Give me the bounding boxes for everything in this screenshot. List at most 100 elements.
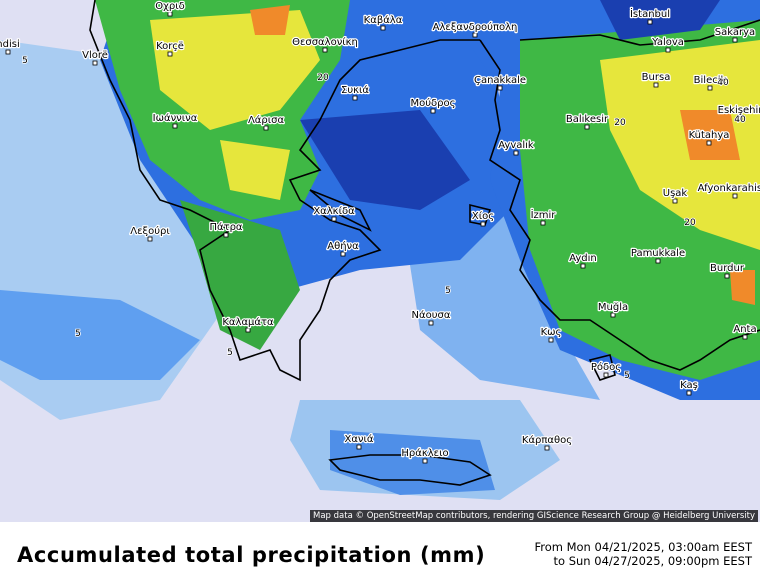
city-label: Καβάλα xyxy=(364,14,403,26)
city-label: Pamukkale xyxy=(631,248,685,259)
city-label: İzmir xyxy=(531,208,557,221)
city-marker xyxy=(428,320,434,326)
city-marker xyxy=(540,220,546,226)
contour-label: 20 xyxy=(614,118,626,128)
city-marker xyxy=(513,150,519,156)
city-label: Κάρπαθος xyxy=(522,434,572,446)
city-marker xyxy=(742,334,748,340)
city-marker xyxy=(724,273,730,279)
city-marker xyxy=(480,221,486,227)
contour-label: 20 xyxy=(684,218,696,228)
city-marker xyxy=(223,232,229,238)
attribution: Map data © OpenStreetMap contributors, r… xyxy=(310,510,758,522)
city-marker xyxy=(603,372,609,378)
contour-label: 5 xyxy=(75,329,81,339)
contour-label: 20 xyxy=(317,73,329,83)
city-label: Ιωάννινα xyxy=(153,112,198,124)
city-label: Αθήνα xyxy=(327,240,359,252)
city-marker xyxy=(707,85,713,91)
city-marker xyxy=(380,25,386,31)
city-marker xyxy=(331,216,337,222)
city-label: Uşak xyxy=(663,188,688,199)
city-label: Μούδρος xyxy=(411,97,456,109)
city-label: Ηράκλειο xyxy=(401,447,448,459)
city-marker xyxy=(665,47,671,53)
city-marker xyxy=(732,37,738,43)
city-marker xyxy=(580,263,586,269)
city-marker xyxy=(544,445,550,451)
title: Accumulated total precipitation (mm) xyxy=(17,543,486,567)
city-marker xyxy=(647,19,653,25)
city-label: Muğla xyxy=(598,301,628,313)
city-label: Ayvalık xyxy=(498,140,534,151)
city-marker xyxy=(167,51,173,57)
city-marker xyxy=(737,115,743,121)
city-marker xyxy=(430,108,436,114)
city-marker xyxy=(686,390,692,396)
city-label: Νάουσα xyxy=(412,309,451,321)
city-label: Χίος xyxy=(472,210,494,222)
city-marker xyxy=(706,140,712,146)
city-marker xyxy=(322,47,328,53)
precip-map: Οχριδ Καβάλα Αλεξανδρούπολη İstanbul ndisi Vl… xyxy=(0,0,760,522)
city-label: Λάρισα xyxy=(248,114,285,126)
city-label: Ρόδος xyxy=(591,361,621,373)
city-label: Eskişehir xyxy=(718,105,760,116)
city-label: Afyonkarahisar xyxy=(698,183,760,194)
city-marker xyxy=(610,312,616,318)
city-label: Κως xyxy=(541,327,562,338)
city-label: Kaş xyxy=(680,380,698,391)
city-label: Bursa xyxy=(642,72,671,83)
city-label: Balıkesir xyxy=(566,114,609,125)
contour-label: 5 xyxy=(22,56,28,66)
city-marker xyxy=(655,258,661,264)
city-marker xyxy=(732,193,738,199)
city-label: Καλαμάτα xyxy=(222,316,274,328)
city-label: Sakarya xyxy=(715,27,755,38)
city-marker xyxy=(584,124,590,130)
city-marker xyxy=(172,123,178,129)
city-label: Χαλκίδα xyxy=(313,205,355,217)
city-label: İstanbul xyxy=(630,7,670,20)
city-label: Vlorë xyxy=(82,50,108,61)
city-label: Bilecik xyxy=(694,75,727,86)
city-label: Συκιά xyxy=(341,84,369,96)
city-marker xyxy=(672,198,678,204)
city-label: Θεσσαλονίκη xyxy=(292,36,358,48)
city-marker xyxy=(92,60,98,66)
city-label: Χανιά xyxy=(344,433,373,445)
city-marker xyxy=(497,85,503,91)
contour-label: 5 xyxy=(624,371,630,381)
contour-label: 5 xyxy=(445,286,451,296)
city-marker xyxy=(147,236,153,242)
city-label: Kütahya xyxy=(689,130,730,141)
city-marker xyxy=(472,32,478,38)
city-label: Aydın xyxy=(569,253,597,264)
city-label: Αλεξανδρούπολη xyxy=(433,21,518,33)
contour-label: 5 xyxy=(227,348,233,358)
city-marker xyxy=(422,458,428,464)
city-label: ndisi xyxy=(0,39,20,50)
contour-label: 40 xyxy=(717,78,729,88)
date-from: From Mon 04/21/2025, 03:00am EEST xyxy=(534,540,752,554)
city-label: Λεξούρι xyxy=(130,225,170,237)
city-marker xyxy=(5,49,11,55)
city-label: Yalova xyxy=(651,37,684,48)
city-label: Burdur xyxy=(710,263,745,274)
city-marker xyxy=(352,95,358,101)
city-marker xyxy=(263,125,269,131)
city-label: Πάτρα xyxy=(209,221,242,233)
city-marker xyxy=(356,444,362,450)
city-marker xyxy=(340,251,346,257)
city-label: Çanakkale xyxy=(474,75,526,86)
city-label: Anta xyxy=(733,324,756,335)
date-to: to Sun 04/27/2025, 09:00pm EEST xyxy=(553,554,752,568)
city-marker xyxy=(653,82,659,88)
city-label: Korçë xyxy=(156,41,184,52)
city-marker xyxy=(245,327,251,333)
contour-label: 40 xyxy=(734,115,746,125)
city-marker xyxy=(167,11,173,17)
city-label: Οχριδ xyxy=(155,1,185,12)
date-range: From Mon 04/21/2025, 03:00am EEST to Sun… xyxy=(534,540,752,568)
